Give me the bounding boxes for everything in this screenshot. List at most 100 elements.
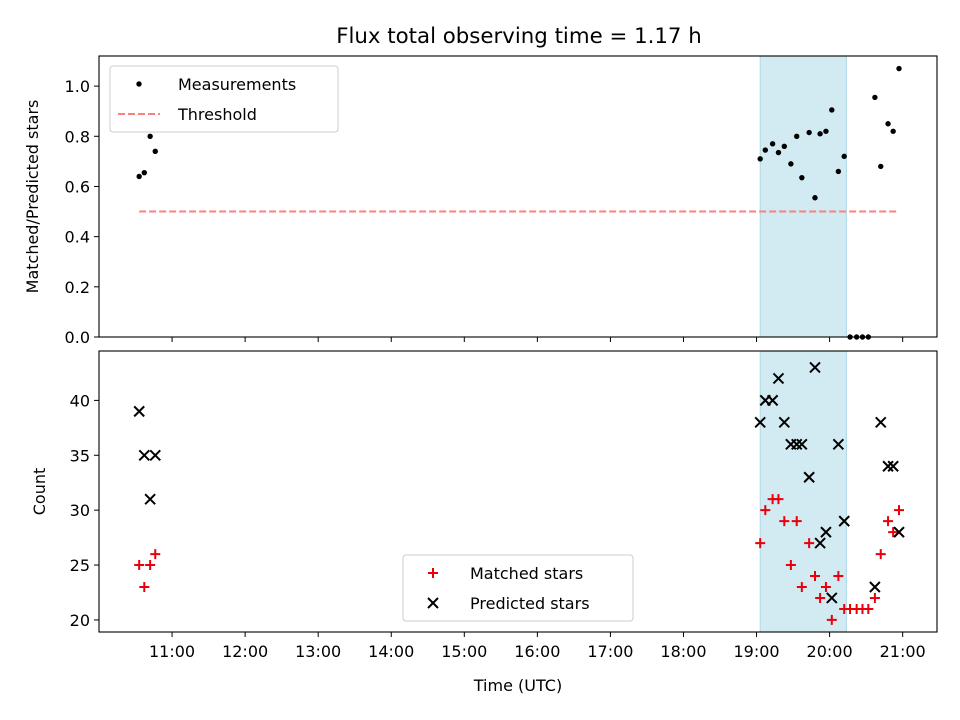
y-tick-label: 40 [70, 391, 90, 410]
measurement-point [152, 148, 158, 155]
matched-star-point [779, 516, 790, 527]
predicted-star-point [144, 493, 156, 505]
matched-star-point [894, 505, 905, 516]
y-tick-label: 0.4 [65, 228, 90, 247]
measurement-point [799, 174, 805, 181]
predicted-star-point [832, 438, 845, 451]
y-tick-label: 30 [70, 501, 90, 520]
predicted-star-point [809, 361, 821, 374]
y-axis-label: Count [30, 468, 49, 516]
measurement-point [817, 131, 823, 137]
predicted-star-point [875, 416, 887, 429]
measurement-point [823, 128, 829, 134]
legend-box [402, 554, 634, 622]
matched-star-point [785, 560, 796, 571]
predicted-star-point [869, 581, 881, 593]
chart-title: Flux total observing time = 1.17 h [336, 24, 702, 49]
y-tick-label: 0.8 [65, 127, 90, 146]
matched-star-point [826, 614, 837, 625]
predicted-star-point [766, 394, 779, 407]
predicted-star-point [838, 515, 850, 527]
x-tick-label: 19:00 [733, 642, 779, 661]
measurement-point [141, 169, 147, 176]
predicted-star-point [820, 526, 832, 538]
matched-star-point [150, 549, 161, 560]
bottom-axes-frame [98, 350, 938, 633]
legend-marker-predicted [427, 597, 439, 609]
predicted-star-point [791, 438, 803, 451]
legend-bottom: Matched stars Predicted stars [402, 554, 634, 622]
predicted-star-point [882, 460, 894, 472]
y-tick-label: 0.2 [65, 278, 90, 297]
matched-star-point [139, 581, 150, 592]
matched-star-point [815, 592, 826, 603]
predicted-star-point [826, 592, 838, 604]
top-shaded-span [759, 55, 847, 338]
predicted-star-point [778, 416, 791, 429]
x-tick-label: 11:00 [149, 642, 195, 661]
predicted-star-point [796, 438, 808, 451]
measurement-point [136, 173, 142, 180]
bottom-shaded-span [759, 350, 847, 633]
x-tick-label: 13:00 [295, 642, 341, 661]
measurement-point [788, 161, 794, 167]
matched-star-point [773, 494, 784, 505]
matched-star-point [134, 560, 145, 571]
matched-star-point [791, 516, 802, 527]
x-tick-label: 15:00 [441, 642, 487, 661]
y-tick-label: 25 [70, 556, 90, 575]
matched-star-point [796, 581, 807, 592]
x-tick-label: 20:00 [807, 642, 853, 661]
y-axis-label: Matched/Predicted stars [23, 100, 42, 294]
matched-star-point [888, 527, 899, 538]
x-tick-label: 14:00 [368, 642, 414, 661]
x-tick-label: 16:00 [514, 642, 560, 661]
top-axes-frame [98, 55, 938, 338]
y-tick-label: 1.0 [65, 77, 90, 96]
y-tick-label: 0.0 [65, 328, 90, 347]
predicted-star-point [803, 471, 815, 483]
matched-star-point [833, 571, 844, 582]
measurement-point [885, 121, 891, 127]
measurement-point [812, 195, 818, 201]
matched-star-point [760, 505, 771, 516]
matched-star-point [804, 538, 815, 549]
measurement-point [890, 128, 896, 134]
measurement-point [762, 147, 769, 153]
predicted-star-point [754, 416, 766, 429]
measurement-point [769, 141, 776, 147]
bottom-series-predicted-stars [133, 361, 905, 604]
star-count-panel: 20 25 30 35 40 11:00 12:00 13:00 14:00 15:00 16:00… [30, 350, 938, 695]
matched-star-point [820, 581, 831, 592]
x-tick-label: 12:00 [222, 642, 268, 661]
measurement-point [896, 65, 902, 72]
legend-top: Measurements Threshold [109, 65, 339, 133]
measurement-point [841, 153, 847, 160]
predicted-star-point [149, 449, 161, 461]
measurement-point [872, 94, 878, 101]
predicted-star-point [814, 537, 826, 549]
legend-label-matched: Matched stars [470, 564, 583, 583]
predicted-star-point [893, 526, 905, 538]
y-tick-label: 0.6 [65, 177, 90, 196]
y-tick-label: 35 [70, 446, 90, 465]
matched-star-point [869, 592, 880, 603]
flux-ratio-panel: 0.0 0.2 0.4 0.6 0.8 1.0 Matched/Predicted star… [23, 55, 938, 347]
y-tick-label: 20 [70, 611, 90, 630]
x-tick-label: 17:00 [587, 642, 633, 661]
matched-star-point [145, 560, 156, 571]
bottom-series-matched-stars [134, 494, 905, 625]
x-axis-label: Time (UTC) [473, 676, 562, 695]
measurement-point [806, 129, 812, 136]
measurement-point [775, 149, 782, 156]
measurement-point [794, 133, 800, 139]
top-series-measurements [136, 65, 902, 340]
legend-marker-measurements [136, 81, 142, 87]
predicted-star-point [138, 449, 151, 461]
measurement-point [757, 156, 763, 162]
matched-star-point [755, 538, 766, 549]
predicted-star-point [772, 372, 785, 385]
predicted-star-point [133, 405, 145, 418]
legend-label-predicted: Predicted stars [470, 594, 590, 613]
